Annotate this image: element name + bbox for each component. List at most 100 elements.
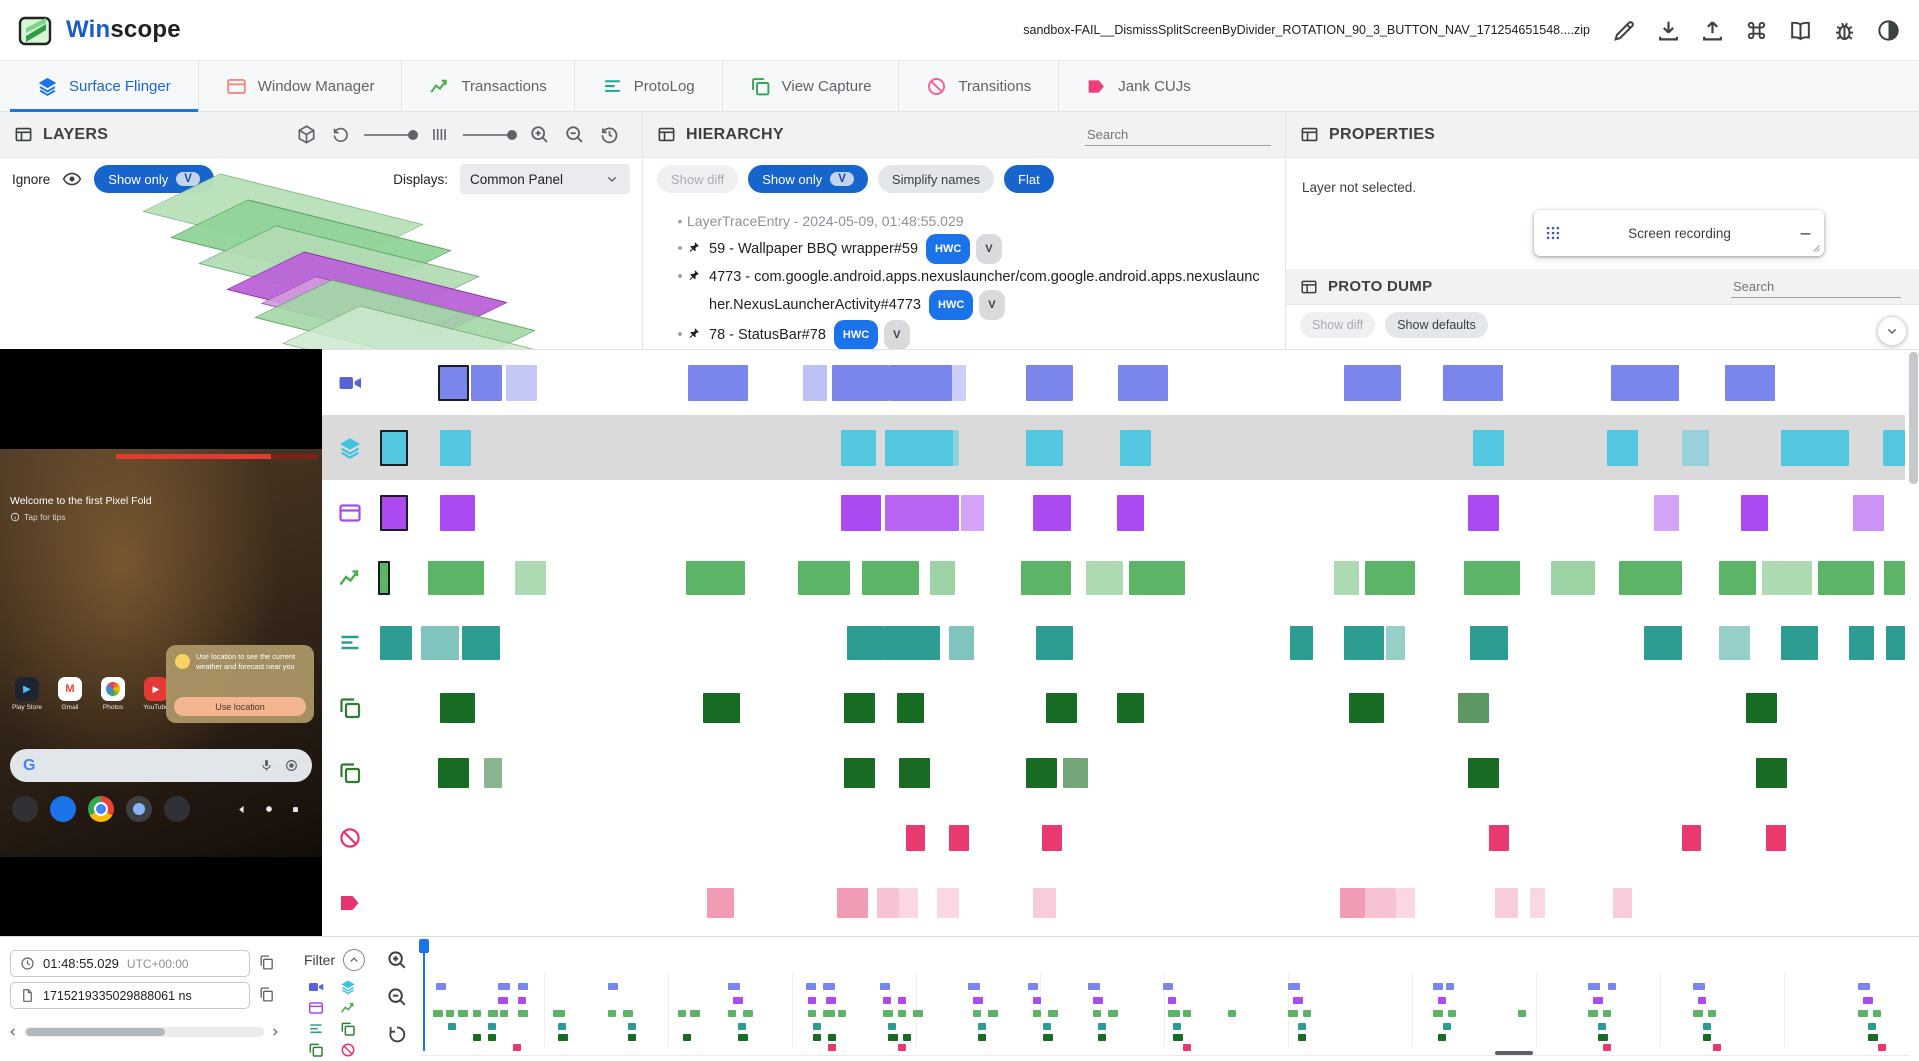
trace-block[interactable] bbox=[1348, 693, 1384, 724]
trace-block[interactable] bbox=[899, 758, 931, 789]
trace-block[interactable] bbox=[1746, 693, 1778, 724]
trace-block[interactable] bbox=[1849, 625, 1874, 660]
lines-icon[interactable] bbox=[338, 631, 362, 655]
trace-block[interactable] bbox=[896, 693, 925, 724]
tab-window-manager[interactable]: Window Manager bbox=[197, 61, 402, 111]
tree-root-entry[interactable]: • LayerTraceEntry - 2024-05-09, 01:48:55.… bbox=[673, 208, 1267, 234]
current-timestamp[interactable]: 01:48:55.029 UTC+00:00 bbox=[10, 950, 250, 977]
edit-button[interactable] bbox=[1612, 18, 1637, 43]
keyboard-shortcuts-button[interactable] bbox=[1744, 18, 1769, 43]
videocam-icon[interactable] bbox=[338, 371, 362, 395]
trace-block[interactable] bbox=[1718, 560, 1756, 595]
trace-block[interactable] bbox=[936, 429, 959, 466]
rotation-slider[interactable] bbox=[364, 129, 418, 140]
trace-block[interactable] bbox=[1290, 625, 1313, 660]
timeline-minimap[interactable] bbox=[419, 939, 1909, 1056]
trace-block[interactable] bbox=[1035, 625, 1074, 660]
trace-block[interactable] bbox=[1818, 560, 1874, 595]
spacing-slider[interactable] bbox=[463, 129, 517, 140]
trace-block[interactable] bbox=[1654, 494, 1680, 531]
app-play-store[interactable]: Play Store bbox=[12, 677, 42, 711]
zoom-in-icon[interactable] bbox=[529, 124, 550, 145]
squares-icon[interactable] bbox=[338, 761, 362, 785]
scrollbar-thumb[interactable] bbox=[1909, 352, 1918, 484]
trace-block[interactable] bbox=[951, 364, 967, 401]
trace-block[interactable] bbox=[437, 758, 469, 789]
displays-select[interactable]: Common Panel bbox=[460, 164, 630, 194]
drag-handle-icon[interactable] bbox=[1544, 224, 1562, 242]
reset-view-icon[interactable] bbox=[599, 124, 620, 145]
trace-block[interactable] bbox=[1619, 560, 1682, 595]
download-traces-button[interactable] bbox=[1656, 18, 1681, 43]
squares-toggle-icon[interactable] bbox=[338, 1021, 358, 1037]
timeline-cursor[interactable] bbox=[419, 939, 429, 1051]
hierarchy-search-input[interactable] bbox=[1085, 123, 1271, 146]
trace-block[interactable] bbox=[1882, 429, 1905, 466]
trace-block[interactable] bbox=[1741, 494, 1769, 531]
report-bug-button[interactable] bbox=[1832, 18, 1857, 43]
copy-ns-button[interactable] bbox=[258, 986, 275, 1003]
trace-block[interactable] bbox=[797, 560, 850, 595]
trace-block[interactable] bbox=[930, 560, 956, 595]
show-defaults-button[interactable]: Show defaults bbox=[1385, 312, 1488, 338]
timeline-zoom-out-button[interactable] bbox=[386, 986, 408, 1008]
trace-block[interactable] bbox=[843, 693, 875, 724]
trace-block[interactable] bbox=[1495, 888, 1518, 919]
trace-block[interactable] bbox=[1129, 560, 1185, 595]
trace-block[interactable] bbox=[1026, 364, 1074, 401]
trace-block[interactable] bbox=[1468, 758, 1500, 789]
app-youtube[interactable]: YouTube bbox=[141, 677, 171, 711]
trace-block[interactable] bbox=[1551, 560, 1595, 595]
chart-icon[interactable] bbox=[338, 566, 362, 590]
trace-block[interactable] bbox=[841, 494, 881, 531]
trace-block[interactable] bbox=[483, 758, 503, 789]
chart-toggle-icon[interactable] bbox=[338, 1000, 358, 1016]
simplify-names-button[interactable]: Simplify names bbox=[877, 165, 995, 193]
trace-block[interactable] bbox=[949, 825, 969, 852]
scroll-right-icon[interactable] bbox=[268, 1025, 282, 1039]
timeline-h-scrollbar[interactable] bbox=[6, 1023, 282, 1041]
squares-toggle-icon[interactable] bbox=[306, 1042, 326, 1058]
show-diff-button[interactable]: Show diff bbox=[1300, 312, 1376, 338]
tab-jank-cujs[interactable]: Jank CUJs bbox=[1058, 61, 1218, 111]
trace-block[interactable] bbox=[706, 888, 735, 919]
apps-drawer-app-icon[interactable] bbox=[164, 796, 190, 822]
trace-block[interactable] bbox=[1021, 560, 1071, 595]
trace-block[interactable] bbox=[1765, 825, 1786, 852]
trace-block[interactable] bbox=[1458, 693, 1490, 724]
tag-icon[interactable] bbox=[338, 891, 362, 915]
3d-view-icon[interactable] bbox=[296, 124, 317, 145]
tab-transitions[interactable]: Transitions bbox=[898, 61, 1058, 111]
trace-block[interactable] bbox=[514, 560, 546, 595]
trace-block[interactable] bbox=[1883, 560, 1905, 595]
layer-tree-node[interactable]: • 59 - Wallpaper BBQ wrapper#59 HWC V bbox=[673, 234, 1267, 264]
minimize-icon[interactable] bbox=[1797, 225, 1814, 242]
visibility-icon[interactable] bbox=[62, 169, 82, 189]
toggle-dark-mode-button[interactable] bbox=[1876, 18, 1901, 43]
scrollbar-thumb[interactable] bbox=[26, 1028, 166, 1036]
trace-block[interactable] bbox=[1718, 625, 1750, 660]
trace-block[interactable] bbox=[899, 888, 919, 919]
trace-block[interactable] bbox=[1886, 625, 1905, 660]
trace-block[interactable] bbox=[1333, 560, 1359, 595]
trace-block[interactable] bbox=[703, 693, 741, 724]
resize-handle-icon[interactable] bbox=[1809, 241, 1821, 253]
trace-block[interactable] bbox=[961, 494, 984, 531]
block-icon[interactable] bbox=[338, 826, 362, 850]
show-diff-button[interactable]: Show diff bbox=[657, 165, 739, 193]
trace-block[interactable] bbox=[421, 625, 459, 660]
trace-block[interactable] bbox=[1364, 888, 1396, 919]
screen-recording-card[interactable]: Screen recording bbox=[1534, 210, 1824, 256]
show-only-v-filter[interactable]: Show only V bbox=[748, 165, 868, 193]
trace-block[interactable] bbox=[936, 888, 959, 919]
trace-block[interactable] bbox=[380, 625, 412, 660]
tracks-scrollbar[interactable] bbox=[1909, 352, 1918, 934]
trace-block[interactable] bbox=[1468, 494, 1500, 531]
pin-icon[interactable] bbox=[687, 241, 709, 254]
cursor-handle[interactable] bbox=[419, 939, 429, 953]
upload-traces-button[interactable] bbox=[1700, 18, 1725, 43]
trace-block[interactable] bbox=[1026, 429, 1064, 466]
trace-block[interactable] bbox=[884, 625, 941, 660]
assistant-app-icon[interactable] bbox=[12, 796, 38, 822]
trace-block[interactable] bbox=[378, 560, 391, 595]
